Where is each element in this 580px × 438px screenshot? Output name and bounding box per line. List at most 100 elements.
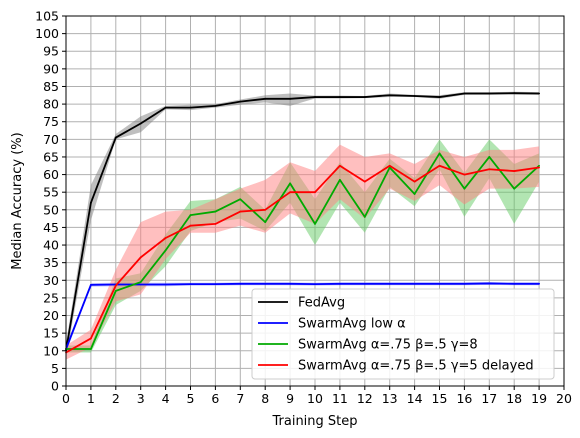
fedavg-point <box>363 96 366 98</box>
y-tick-label: 85 <box>43 79 59 94</box>
legend-label: SwarmAvg low α <box>298 317 406 332</box>
y-tick-label: 20 <box>43 308 59 323</box>
x-tick-label: 9 <box>286 391 294 406</box>
swarmavg-low-point <box>289 282 291 285</box>
fedavg-point <box>413 95 416 97</box>
swarmavg-75-5-8-point <box>314 223 316 225</box>
y-tick-label: 100 <box>35 26 59 41</box>
swarmavg-75-5-5-delayed-point <box>90 337 92 340</box>
y-tick-label: 70 <box>43 132 59 147</box>
y-axis-ticks: 0 5 10 15 20 25 30 35 40 45 50 55 60 65 70 75 80 85 90 95 10… <box>35 9 66 394</box>
swarmavg-75-5-5-delayed-line <box>65 164 540 354</box>
swarmavg-low-point <box>239 282 242 285</box>
swarmavg-low-line <box>65 282 540 350</box>
swarmavg-75-5-8-point <box>538 164 540 167</box>
swarmavg-75-5-8-point <box>339 178 341 181</box>
swarmavg-75-5-5-delayed-point <box>438 164 441 167</box>
swarmavg-75-5-8-point <box>463 187 466 190</box>
fedavg-point <box>314 96 316 98</box>
x-tick-label: 3 <box>137 391 145 406</box>
fedavg-point <box>214 104 217 107</box>
x-tick-label: 11 <box>332 391 348 406</box>
swarmavg-low-point <box>388 282 391 285</box>
swarmavg-low-point <box>189 283 192 286</box>
y-tick-label: 105 <box>35 9 59 24</box>
swarmavg-75-5-8-point <box>114 289 117 292</box>
fedavg-point <box>388 94 391 97</box>
swarmavg-75-5-8-point <box>90 348 92 350</box>
fedavg-point <box>513 92 516 95</box>
swarmavg-low-point <box>438 282 441 285</box>
x-tick-label: 18 <box>506 391 522 406</box>
y-tick-label: 5 <box>51 361 59 376</box>
x-tick-label: 5 <box>187 391 195 406</box>
swarmavg-low-point <box>363 282 366 285</box>
swarmavg-75-5-8-point <box>363 215 366 218</box>
legend-label: SwarmAvg α=.75 β=.5 γ=5 delayed <box>298 359 534 374</box>
y-tick-label: 30 <box>43 273 59 288</box>
swarmavg-75-5-5-delayed-band <box>66 144 540 360</box>
swarmavg-low-point <box>339 282 341 285</box>
swarmavg-75-5-5-delayed-point <box>189 224 192 227</box>
fedavg-point <box>114 136 117 139</box>
legend-label: SwarmAvg α=.75 β=.5 γ=8 <box>298 338 478 353</box>
swarmavg-75-5-8-point <box>139 281 142 283</box>
x-tick-label: 16 <box>456 391 472 406</box>
swarmavg-75-5-5-delayed-point <box>538 166 540 169</box>
y-tick-label: 45 <box>43 220 59 235</box>
swarmavg-75-5-5-delayed-point <box>339 164 341 167</box>
swarmavg-75-5-8-point <box>239 198 242 201</box>
swarmavg-75-5-8-line <box>66 152 540 350</box>
swarmavg-75-5-5-delayed-point <box>214 223 217 225</box>
swarmavg-low-point <box>513 282 516 285</box>
x-tick-label: 1 <box>87 391 95 406</box>
swarmavg-75-5-8-point <box>189 214 192 216</box>
fedavg-point <box>264 97 267 100</box>
fedavg-point <box>438 96 441 98</box>
legend-box <box>251 288 555 380</box>
fedavg-point <box>463 92 466 95</box>
fedavg-point <box>90 201 92 204</box>
swarmavg-75-5-8-point <box>488 156 491 158</box>
x-tick-label: 19 <box>531 391 547 406</box>
series-lines <box>65 92 540 354</box>
swarmavg-75-5-8-point <box>164 249 167 252</box>
swarmavg-75-5-5-delayed-point <box>289 191 291 194</box>
confidence-bands <box>66 91 540 360</box>
y-axis-label: Median Accuracy (%) <box>10 132 25 269</box>
fedavg-point <box>339 96 341 98</box>
swarmavg-75-5-8-point <box>513 187 516 190</box>
x-tick-label: 15 <box>432 391 448 406</box>
y-tick-label: 35 <box>43 255 59 270</box>
y-tick-label: 15 <box>43 326 59 341</box>
x-tick-label: 17 <box>481 391 497 406</box>
swarmavg-75-5-8-point <box>413 193 416 195</box>
x-tick-label: 2 <box>112 391 120 406</box>
fedavg-line <box>65 92 540 351</box>
y-tick-label: 25 <box>43 290 59 305</box>
x-tick-label: 20 <box>556 391 572 406</box>
x-tick-label: 13 <box>382 391 398 406</box>
x-tick-label: 6 <box>211 391 219 406</box>
swarmavg-low-point <box>164 283 167 286</box>
y-tick-label: 65 <box>43 149 59 164</box>
swarmavg-low-point <box>488 282 491 285</box>
x-tick-label: 7 <box>236 391 244 406</box>
fedavg-point <box>164 106 167 109</box>
swarmavg-75-5-8-point <box>214 210 217 213</box>
swarmavg-75-5-5-delayed-point <box>488 168 491 171</box>
y-tick-label: 60 <box>43 167 59 182</box>
y-tick-label: 10 <box>43 343 59 358</box>
x-axis-ticks: 0 1 2 3 4 5 6 7 8 9 10 11 12 13 14 15 16 17 18 19 20 <box>62 386 572 406</box>
swarmavg-low-point <box>463 282 466 285</box>
y-tick-label: 55 <box>43 185 59 200</box>
fedavg-point <box>139 122 142 125</box>
x-tick-label: 14 <box>407 391 423 406</box>
swarmavg-75-5-8-point <box>438 152 441 155</box>
swarmavg-75-5-5-delayed-point <box>239 210 242 213</box>
swarmavg-75-5-5-delayed-point <box>413 180 416 183</box>
swarmavg-low-point <box>413 282 416 285</box>
swarmavg-75-5-8-point <box>264 221 267 224</box>
fedavg-point <box>189 106 192 109</box>
